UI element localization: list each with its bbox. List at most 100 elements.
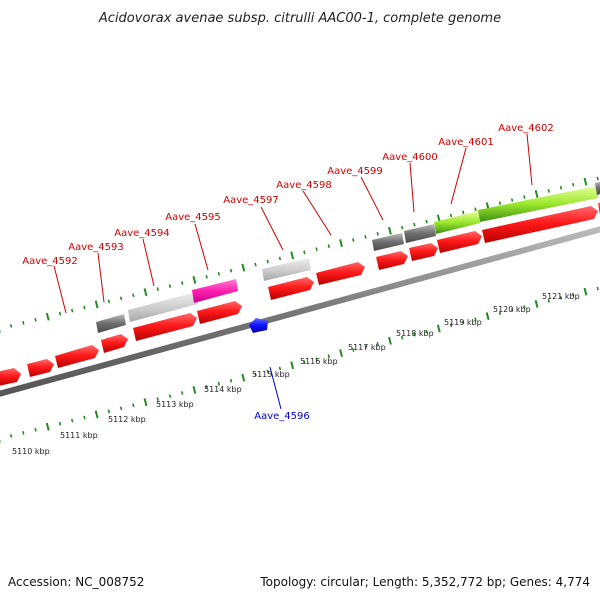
outer-tick xyxy=(266,259,269,264)
gene-leader-line xyxy=(269,366,282,410)
gene-arrow[interactable] xyxy=(409,243,438,261)
gene-feature[interactable] xyxy=(595,181,600,195)
gene-arrow[interactable] xyxy=(316,262,365,285)
outer-tick xyxy=(583,177,588,186)
reverse-gene-arrow[interactable] xyxy=(249,318,268,333)
inner-tick xyxy=(596,286,599,291)
inner-tick xyxy=(376,342,379,346)
gene-label[interactable]: Aave_4595 xyxy=(165,212,221,223)
gene-labels: Aave_4592Aave_4593Aave_4594Aave_4595Aave… xyxy=(22,123,554,422)
outer-tick xyxy=(413,222,416,227)
outer-tick xyxy=(498,201,502,205)
gene-label[interactable]: Aave_4596 xyxy=(254,411,310,422)
genome-backbone xyxy=(0,226,600,397)
outer-tick xyxy=(327,244,331,248)
gene-feature[interactable] xyxy=(128,292,198,322)
gene-arrow[interactable] xyxy=(268,277,314,300)
inner-tick xyxy=(119,406,123,411)
inner-tick xyxy=(180,391,184,395)
inner-tick xyxy=(83,415,86,420)
kbp-label: 5117 kbp xyxy=(348,343,386,352)
inner-tick xyxy=(205,384,208,389)
inner-tick xyxy=(290,361,295,370)
outer-tick xyxy=(596,176,599,181)
gene-arrow[interactable] xyxy=(55,345,99,368)
gene-arrow[interactable] xyxy=(133,313,197,341)
gene-label[interactable]: Aave_4601 xyxy=(438,137,494,148)
inner-tick xyxy=(523,305,526,309)
gene-label[interactable]: Aave_4598 xyxy=(276,180,332,191)
forward-gene-row-outer xyxy=(96,181,600,333)
inner-tick xyxy=(9,434,13,438)
inner-tick xyxy=(449,323,453,328)
gene-leader-line xyxy=(526,133,533,186)
outer-tick xyxy=(180,281,184,285)
outer-tick xyxy=(400,225,404,230)
inner-tick xyxy=(168,394,172,398)
outer-tick xyxy=(315,247,318,252)
outer-tick xyxy=(510,198,514,202)
gene-arrow[interactable] xyxy=(197,301,242,324)
gene-feature[interactable] xyxy=(404,224,436,243)
outer-tick xyxy=(339,239,343,247)
gene-arrow[interactable] xyxy=(101,334,128,353)
kbp-label: 5112 kbp xyxy=(108,415,146,424)
gene-label[interactable]: Aave_4594 xyxy=(114,228,170,239)
gene-arrow[interactable] xyxy=(27,359,54,377)
gene-label[interactable]: Aave_4593 xyxy=(68,242,124,253)
gene-feature[interactable] xyxy=(434,211,480,234)
gene-label[interactable]: Aave_4597 xyxy=(223,195,279,206)
inner-tick xyxy=(339,349,343,357)
outer-tick xyxy=(34,317,37,322)
gene-label[interactable]: Aave_4599 xyxy=(327,166,383,177)
outer-tick xyxy=(168,284,172,288)
outer-tick xyxy=(278,256,282,261)
inner-tick xyxy=(436,324,441,333)
inner-tick xyxy=(413,332,416,337)
inner-tick xyxy=(315,357,318,362)
kbp-label: 5121 kbp xyxy=(542,292,580,301)
gene-feature[interactable] xyxy=(96,314,126,333)
outer-tick xyxy=(71,308,74,313)
outer-tick xyxy=(254,262,257,267)
outer-tick xyxy=(9,324,13,328)
outer-tick xyxy=(229,268,233,273)
inner-tick xyxy=(364,345,367,349)
inner-tick xyxy=(485,312,490,321)
kbp-label: 5116 kbp xyxy=(300,357,338,366)
kbp-label: 5113 kbp xyxy=(156,400,194,409)
gene-feature[interactable] xyxy=(478,186,598,222)
gene-label[interactable]: Aave_4592 xyxy=(22,256,78,267)
gene-label[interactable]: Aave_4602 xyxy=(498,123,554,134)
inner-tick xyxy=(510,308,514,312)
gene-arrow[interactable] xyxy=(376,251,408,270)
inner-tick xyxy=(559,295,563,300)
outer-tick xyxy=(192,275,197,284)
gene-arrow[interactable] xyxy=(0,368,21,386)
gene-leader-line xyxy=(260,206,284,251)
gene-label[interactable]: Aave_4600 xyxy=(382,152,438,163)
outer-tick xyxy=(303,250,306,255)
map-title: Acidovorax avenae subsp. citrulli AAC00-… xyxy=(98,11,501,26)
gene-feature[interactable] xyxy=(192,279,238,303)
gene-feature[interactable] xyxy=(262,258,311,281)
outer-tick xyxy=(107,299,111,304)
gene-feature[interactable] xyxy=(372,233,404,251)
forward-gene-row-inner xyxy=(0,202,600,386)
gene-leader-line xyxy=(194,223,209,271)
kbp-label: 5115 kbp xyxy=(252,370,290,379)
outer-tick xyxy=(572,182,575,187)
outer-tick xyxy=(217,271,221,276)
outer-tick xyxy=(425,219,428,224)
gene-arrow[interactable] xyxy=(482,206,598,243)
inner-tick xyxy=(303,360,306,365)
outer-tick xyxy=(290,251,295,260)
inner-tick xyxy=(474,317,477,322)
inner-tick xyxy=(425,329,428,334)
gene-arrow[interactable] xyxy=(437,231,482,253)
outer-tick xyxy=(156,287,159,291)
outer-tick xyxy=(376,232,379,236)
inner-tick xyxy=(572,292,575,297)
inner-tick xyxy=(462,320,465,325)
inner-tick xyxy=(400,335,404,340)
